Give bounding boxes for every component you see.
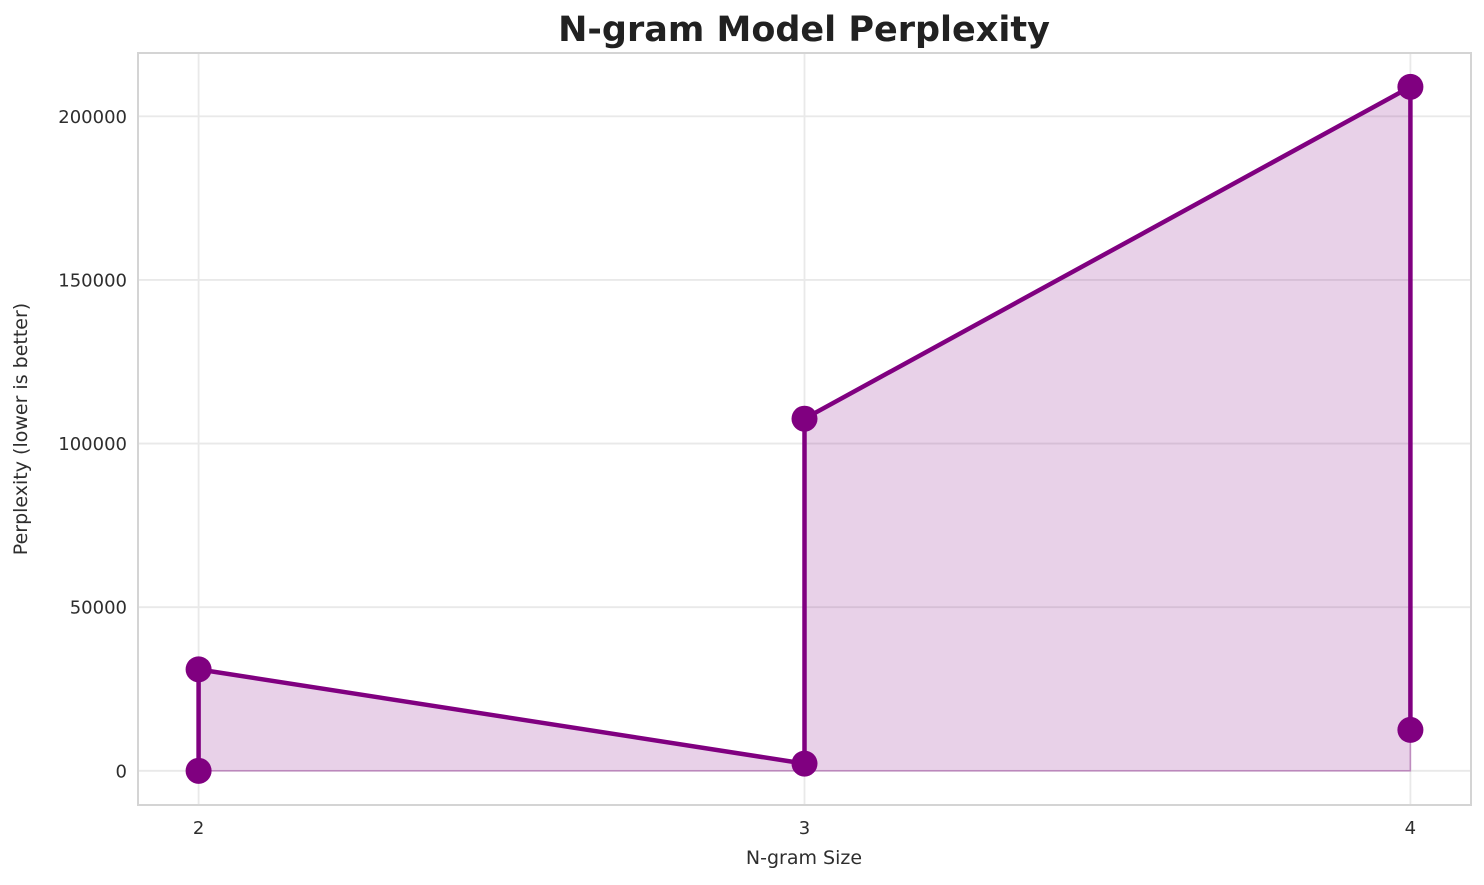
data-point-marker [185,656,212,683]
y-tick-label: 200000 [58,107,127,128]
data-line [196,84,1413,771]
y-tick-label: 50000 [70,598,127,619]
y-axis-label: Perplexity (lower is better) [10,303,32,555]
x-tick-label: 4 [1405,818,1416,839]
chart-title: N-gram Model Perplexity [558,10,1050,50]
x-axis-label: N-gram Size [746,847,862,869]
data-point-marker [791,405,818,432]
data-point-marker [1397,73,1424,100]
y-tick-label: 100000 [58,434,127,455]
x-tick-label: 2 [193,818,204,839]
tick-layer: 0 50000 100000 150000 200000 2 3 4 [58,107,1416,839]
data-point-marker [1397,716,1424,743]
plot-frame [137,52,1472,806]
data-point-marker [185,757,212,784]
data-point-marker [791,750,818,777]
y-tick-label: 150000 [58,270,127,291]
y-tick-label: 0 [116,761,127,782]
x-tick-label: 3 [799,818,810,839]
data-layer [185,73,1424,784]
